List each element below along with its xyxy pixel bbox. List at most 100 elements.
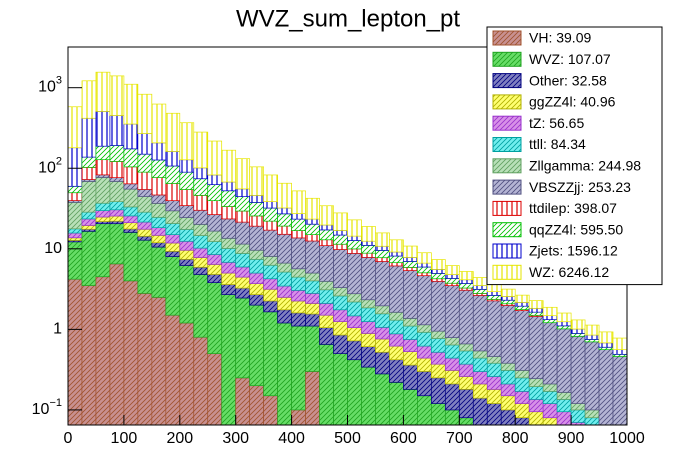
histogram-bar <box>193 167 209 180</box>
legend-swatch <box>492 264 522 280</box>
legend-label: tZ: 56.65 <box>529 115 584 131</box>
histogram-bar <box>207 140 223 176</box>
histogram-bar <box>165 210 181 224</box>
histogram-bar <box>179 229 195 242</box>
histogram-bar <box>179 189 195 206</box>
histogram-bar <box>361 346 376 368</box>
histogram-bar <box>305 218 320 225</box>
histogram-bar <box>500 369 516 385</box>
histogram-bar <box>319 327 334 345</box>
histogram-bar <box>528 316 544 379</box>
histogram-bar <box>123 280 139 426</box>
histogram-bar <box>612 337 628 351</box>
histogram-bar <box>305 197 320 220</box>
histogram-bar <box>431 273 446 280</box>
histogram-bar <box>165 251 181 257</box>
histogram-bar <box>361 299 376 309</box>
histogram-bar <box>263 395 278 426</box>
histogram-bar <box>444 357 460 371</box>
histogram-bar <box>584 334 600 340</box>
histogram-bar <box>319 245 334 282</box>
histogram-bar <box>67 147 83 187</box>
histogram-bar <box>431 330 446 339</box>
histogram-bar <box>95 174 111 178</box>
histogram-bar <box>151 246 167 298</box>
histogram-bar <box>81 156 97 168</box>
histogram-bar <box>500 288 516 297</box>
histogram-bar <box>221 284 237 295</box>
histogram-bar <box>151 242 167 248</box>
histogram-bar <box>67 192 83 201</box>
histogram-bar <box>389 239 404 253</box>
histogram-bar <box>249 249 265 260</box>
histogram-bar <box>207 264 223 275</box>
histogram-bar <box>179 240 195 251</box>
histogram-bar <box>333 334 348 354</box>
histogram-bar <box>151 159 167 178</box>
histogram-bar <box>458 417 474 426</box>
histogram-bar <box>137 93 153 134</box>
histogram-bar <box>375 305 390 315</box>
histogram-bar <box>431 269 446 274</box>
histogram-bar <box>361 321 376 334</box>
x-tick-label: 0 <box>64 430 73 447</box>
histogram-bar <box>151 203 167 218</box>
histogram-bar <box>458 283 474 289</box>
histogram-bar <box>193 336 209 426</box>
histogram-bar <box>137 228 153 237</box>
histogram-bar <box>81 218 97 226</box>
histogram-bar <box>123 123 139 150</box>
histogram-bar <box>403 261 418 268</box>
histogram-bar <box>235 188 251 197</box>
histogram-bar <box>109 263 125 426</box>
histogram-bar <box>431 278 446 282</box>
histogram-bar <box>249 304 265 387</box>
x-tick-label: 600 <box>390 430 417 447</box>
histogram-bar <box>528 411 544 426</box>
histogram-bar <box>95 159 111 176</box>
histogram-bar <box>81 211 97 220</box>
histogram-bar <box>67 106 83 149</box>
histogram-bar <box>305 272 320 282</box>
histogram-bar <box>486 300 502 357</box>
histogram-bar <box>193 266 209 275</box>
x-tick-label: 800 <box>502 430 529 447</box>
legend-label: ggZZ4l: 40.96 <box>529 94 616 110</box>
histogram-bar <box>109 209 125 217</box>
legend-label: ttll: 84.34 <box>529 136 586 152</box>
histogram-bar <box>277 207 292 215</box>
histogram-bar <box>221 261 237 274</box>
histogram-bar <box>165 256 181 316</box>
legend-swatch <box>492 179 522 195</box>
histogram-bar <box>584 417 600 426</box>
histogram-bar <box>221 181 237 192</box>
histogram-bar <box>403 270 418 319</box>
histogram-bar <box>221 218 237 239</box>
histogram-bar <box>333 295 348 311</box>
histogram-bar <box>95 216 111 222</box>
histogram-bar <box>291 230 306 239</box>
histogram-bar <box>263 256 278 266</box>
histogram-bar <box>263 311 278 397</box>
histogram-bar <box>389 262 404 267</box>
histogram-bar <box>263 229 278 257</box>
histogram-bar <box>417 371 432 397</box>
histogram-bar <box>109 201 125 211</box>
histogram-bar <box>528 300 544 309</box>
legend-label: VH: 39.09 <box>529 30 591 46</box>
histogram-bar <box>207 241 223 255</box>
histogram-bar <box>389 319 404 335</box>
histogram-bar <box>207 200 223 215</box>
histogram-bar <box>221 237 237 249</box>
histogram-bar <box>95 145 111 161</box>
histogram-bar <box>263 264 278 280</box>
x-tick-label: 400 <box>278 430 305 447</box>
histogram-bar <box>319 239 334 246</box>
histogram-bar <box>291 237 306 270</box>
histogram-bar <box>81 230 97 286</box>
histogram-bar <box>389 311 404 321</box>
y-tick-label: 1 <box>53 321 62 338</box>
histogram-bar <box>375 261 390 307</box>
histogram-bar <box>389 333 404 347</box>
histogram-bar <box>95 71 111 112</box>
